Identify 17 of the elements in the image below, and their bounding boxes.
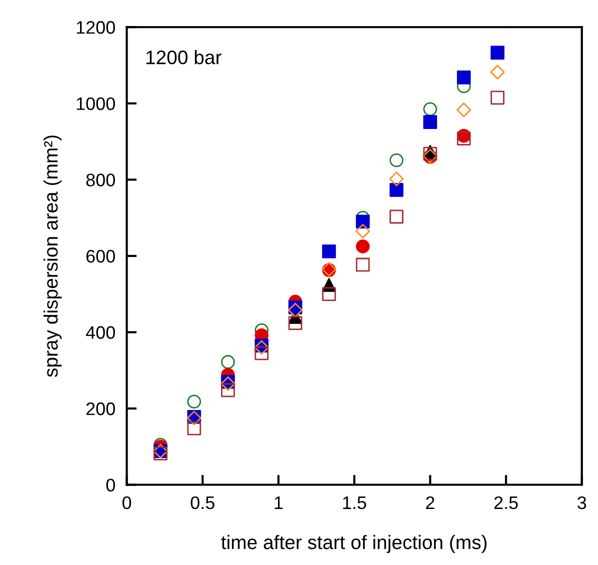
- y-tick-label: 400: [86, 326, 115, 339]
- x-tick-label: 3: [578, 496, 586, 510]
- annotation: 1200 bar: [146, 50, 222, 64]
- x-tick-label: 0.5: [190, 496, 214, 510]
- y-tick-label: 1200: [76, 21, 115, 34]
- y-tick-label: 0: [106, 478, 115, 492]
- x-tick-label: 2: [426, 496, 434, 509]
- y-tick-label: 200: [86, 402, 115, 416]
- x-tick-label: 0: [122, 496, 132, 510]
- y-tick-label: 800: [86, 174, 115, 186]
- x-axis-title: time after start of injection (ms): [221, 534, 487, 554]
- x-tick-label: 1: [274, 496, 283, 509]
- x-tick-label: 1.5: [343, 496, 366, 510]
- x-tick-label: 2.5: [494, 496, 518, 510]
- y-axis-title: spray dispersion area (mm²): [43, 136, 62, 377]
- y-tick-label: 1000: [76, 97, 115, 110]
- y-tick-label: 600: [86, 250, 115, 263]
